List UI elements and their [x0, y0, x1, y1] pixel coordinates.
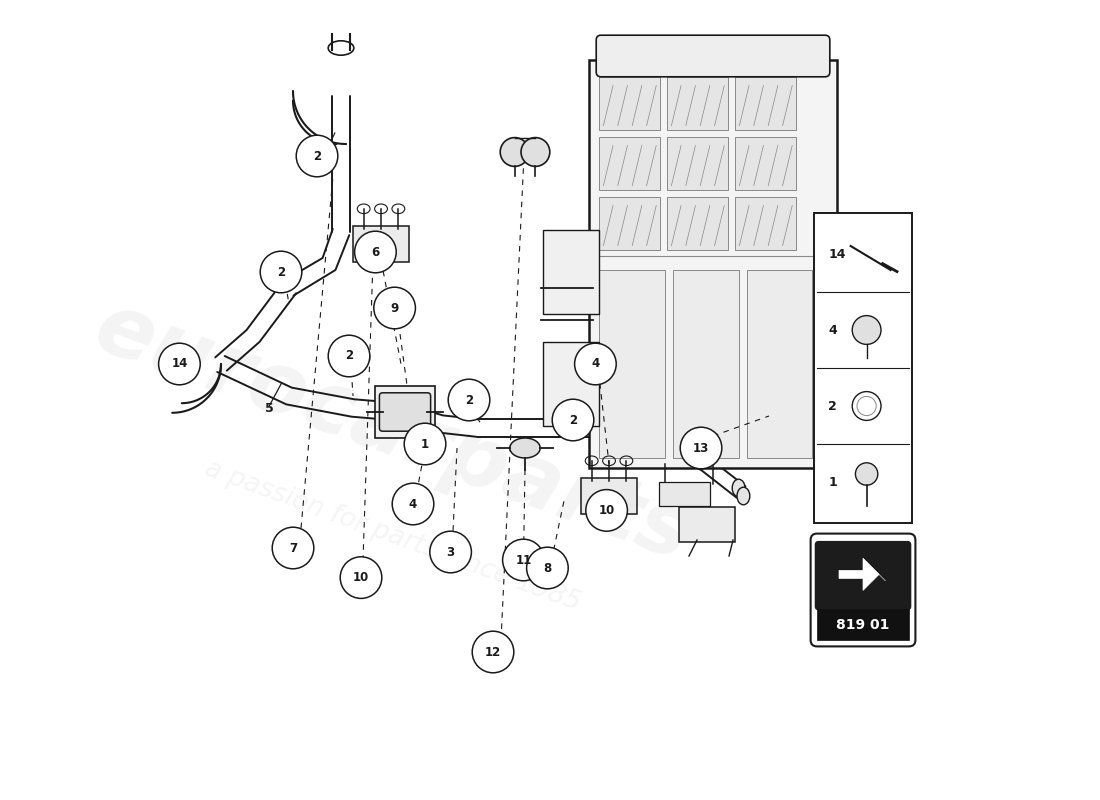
Text: 2: 2: [314, 150, 321, 162]
Circle shape: [856, 462, 878, 485]
Circle shape: [852, 315, 881, 344]
Text: 11: 11: [515, 554, 531, 566]
Circle shape: [448, 379, 490, 421]
Text: 13: 13: [693, 442, 710, 454]
Text: 4: 4: [828, 323, 837, 337]
Text: 2: 2: [569, 414, 578, 426]
Text: 819 01: 819 01: [836, 618, 890, 632]
Text: 4: 4: [592, 358, 600, 370]
FancyBboxPatch shape: [600, 137, 660, 190]
Circle shape: [503, 539, 544, 581]
Text: 9: 9: [390, 302, 398, 314]
Circle shape: [574, 343, 616, 385]
Circle shape: [328, 335, 370, 377]
FancyBboxPatch shape: [736, 197, 796, 250]
FancyBboxPatch shape: [588, 60, 837, 468]
Text: 5: 5: [265, 402, 274, 414]
FancyBboxPatch shape: [817, 609, 909, 640]
Circle shape: [527, 547, 569, 589]
FancyBboxPatch shape: [543, 230, 598, 314]
Ellipse shape: [733, 479, 745, 497]
Circle shape: [158, 343, 200, 385]
FancyBboxPatch shape: [659, 482, 710, 506]
FancyBboxPatch shape: [375, 386, 436, 438]
Text: 12: 12: [485, 646, 502, 658]
Text: 14: 14: [172, 358, 188, 370]
FancyBboxPatch shape: [600, 270, 666, 458]
Circle shape: [272, 527, 313, 569]
FancyBboxPatch shape: [815, 542, 911, 610]
Text: 3: 3: [447, 546, 454, 558]
FancyBboxPatch shape: [668, 77, 728, 130]
Circle shape: [340, 557, 382, 598]
Text: 6: 6: [372, 246, 379, 258]
Text: 7: 7: [289, 542, 297, 554]
Ellipse shape: [737, 487, 750, 505]
Circle shape: [261, 251, 301, 293]
FancyBboxPatch shape: [581, 478, 637, 514]
Text: 4: 4: [409, 498, 417, 510]
Circle shape: [680, 427, 722, 469]
Circle shape: [404, 423, 446, 465]
Text: 10: 10: [598, 504, 615, 517]
Circle shape: [430, 531, 472, 573]
Circle shape: [354, 231, 396, 273]
Text: a passion for parts since 1985: a passion for parts since 1985: [201, 456, 584, 616]
Circle shape: [374, 287, 416, 329]
Polygon shape: [864, 558, 886, 581]
FancyBboxPatch shape: [379, 393, 430, 431]
Text: 2: 2: [277, 266, 285, 278]
Text: 14: 14: [828, 247, 846, 261]
Text: 2: 2: [345, 350, 353, 362]
FancyBboxPatch shape: [679, 507, 736, 542]
Text: 2: 2: [828, 399, 837, 413]
Circle shape: [296, 135, 338, 177]
FancyBboxPatch shape: [747, 270, 812, 458]
FancyBboxPatch shape: [736, 137, 796, 190]
FancyBboxPatch shape: [600, 197, 660, 250]
Text: 1: 1: [421, 438, 429, 450]
Circle shape: [500, 138, 529, 166]
FancyBboxPatch shape: [596, 35, 829, 77]
FancyBboxPatch shape: [814, 213, 912, 523]
Text: 10: 10: [353, 571, 370, 584]
Text: 2: 2: [465, 394, 473, 406]
Circle shape: [586, 490, 627, 531]
Circle shape: [472, 631, 514, 673]
FancyBboxPatch shape: [668, 197, 728, 250]
Text: 8: 8: [543, 562, 551, 574]
FancyBboxPatch shape: [811, 534, 915, 646]
FancyBboxPatch shape: [353, 226, 409, 262]
FancyBboxPatch shape: [673, 270, 738, 458]
Circle shape: [393, 483, 433, 525]
FancyBboxPatch shape: [600, 77, 660, 130]
FancyBboxPatch shape: [736, 77, 796, 130]
Circle shape: [521, 138, 550, 166]
Text: eurocarparts: eurocarparts: [84, 286, 702, 578]
Circle shape: [552, 399, 594, 441]
Ellipse shape: [509, 438, 540, 458]
FancyBboxPatch shape: [668, 137, 728, 190]
Text: 1: 1: [828, 475, 837, 489]
Polygon shape: [839, 558, 879, 590]
FancyBboxPatch shape: [543, 342, 598, 426]
